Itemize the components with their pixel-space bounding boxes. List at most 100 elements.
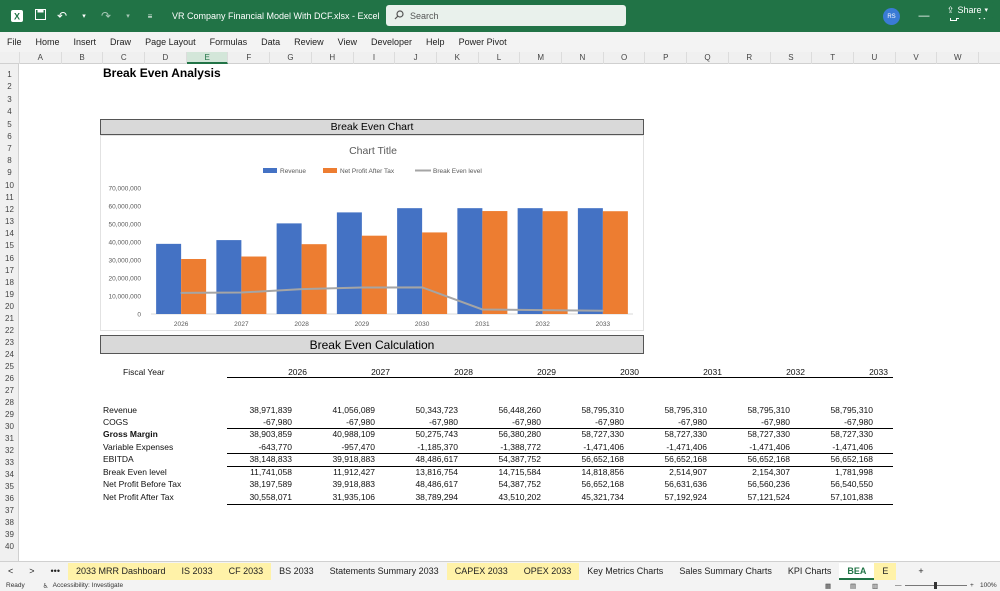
column-header-h[interactable]: H xyxy=(312,52,354,64)
row-header-28[interactable]: 28 xyxy=(5,398,14,407)
column-header-m[interactable]: M xyxy=(520,52,563,64)
ribbon-tab-file[interactable]: File xyxy=(7,37,22,47)
column-header-w[interactable]: W xyxy=(937,52,980,64)
zoom-level[interactable]: 100% xyxy=(980,582,997,589)
row-header-33[interactable]: 33 xyxy=(5,458,14,467)
redo-dropdown-icon[interactable]: ▾ xyxy=(126,13,130,20)
ribbon-tab-formulas[interactable]: Formulas xyxy=(209,37,248,47)
column-header-l[interactable]: L xyxy=(479,52,521,64)
sheet-tab-opex-2033[interactable]: OPEX 2033 xyxy=(515,562,580,580)
sheet-tab-2033-mrr-dashboard[interactable]: 2033 MRR Dashboard xyxy=(67,562,174,580)
sheet-tab-bs-2033[interactable]: BS 2033 xyxy=(279,565,314,576)
row-header-25[interactable]: 25 xyxy=(5,362,14,371)
column-header-n[interactable]: N xyxy=(562,52,604,64)
row-header-1[interactable]: 1 xyxy=(7,70,12,79)
column-header-r[interactable]: R xyxy=(729,52,771,64)
row-header-34[interactable]: 34 xyxy=(5,470,14,479)
column-header-p[interactable]: P xyxy=(646,52,688,64)
sheet-tab-key-metrics-charts[interactable]: Key Metrics Charts xyxy=(587,565,664,576)
ribbon-tab-data[interactable]: Data xyxy=(261,37,281,47)
row-header-14[interactable]: 14 xyxy=(5,229,14,238)
row-header-2[interactable]: 2 xyxy=(7,82,12,91)
ribbon-tab-insert[interactable]: Insert xyxy=(73,37,97,47)
column-header-t[interactable]: T xyxy=(812,52,854,64)
row-header-6[interactable]: 6 xyxy=(7,132,12,141)
row-header-39[interactable]: 39 xyxy=(5,530,14,539)
row-header-29[interactable]: 29 xyxy=(5,410,14,419)
row-header-35[interactable]: 35 xyxy=(5,482,14,491)
ribbon-tab-home[interactable]: Home xyxy=(35,37,60,47)
tab-prev-button[interactable]: < xyxy=(8,565,14,576)
row-header-37[interactable]: 37 xyxy=(5,506,14,515)
sheet-tab-cf-2033[interactable]: CF 2033 xyxy=(220,562,272,580)
row-header-3[interactable]: 3 xyxy=(7,95,12,104)
column-header-j[interactable]: J xyxy=(395,52,437,64)
sheet-tab-e[interactable]: E xyxy=(874,562,897,580)
column-header-c[interactable]: C xyxy=(103,52,146,64)
row-header-17[interactable]: 17 xyxy=(5,266,14,275)
sheet-tab-statements-summary-2033[interactable]: Statements Summary 2033 xyxy=(329,565,439,576)
sheet-tab-is-2033[interactable]: IS 2033 xyxy=(173,562,221,580)
row-header-38[interactable]: 38 xyxy=(5,518,14,527)
zoom-in-icon[interactable]: + xyxy=(970,582,974,589)
customize-toolbar-icon[interactable]: ≡ xyxy=(147,11,153,21)
row-header-11[interactable]: 11 xyxy=(5,193,14,202)
share-button[interactable]: ⇪ Share ▾ xyxy=(940,2,994,18)
row-header-32[interactable]: 32 xyxy=(5,446,14,455)
column-header-i[interactable]: I xyxy=(354,52,396,64)
row-header-26[interactable]: 26 xyxy=(5,374,14,383)
redo-icon[interactable]: ↷ xyxy=(100,9,112,23)
row-header-21[interactable]: 21 xyxy=(5,314,14,323)
undo-dropdown-icon[interactable]: ▾ xyxy=(82,13,86,20)
ribbon-tab-developer[interactable]: Developer xyxy=(371,37,413,47)
row-header-36[interactable]: 36 xyxy=(5,494,14,503)
page-layout-view-icon[interactable]: ▤ xyxy=(850,582,857,590)
row-header-4[interactable]: 4 xyxy=(7,107,12,116)
row-header-40[interactable]: 40 xyxy=(5,542,14,551)
zoom-out-icon[interactable]: — xyxy=(895,582,902,589)
add-sheet-button[interactable]: + xyxy=(918,565,924,576)
column-header-k[interactable]: K xyxy=(437,52,479,64)
sheet-tab-sales-summary-charts[interactable]: Sales Summary Charts xyxy=(679,565,772,576)
column-header-q[interactable]: Q xyxy=(687,52,729,64)
ribbon-tab-draw[interactable]: Draw xyxy=(110,37,132,47)
column-header-o[interactable]: O xyxy=(604,52,646,64)
row-header-12[interactable]: 12 xyxy=(5,205,14,214)
normal-view-icon[interactable]: ▦ xyxy=(825,582,832,590)
column-header-s[interactable]: S xyxy=(771,52,813,64)
row-header-16[interactable]: 16 xyxy=(5,254,14,263)
column-header-b[interactable]: B xyxy=(62,52,104,64)
column-header-f[interactable]: F xyxy=(229,52,271,64)
column-header-d[interactable]: D xyxy=(145,52,187,64)
row-header-19[interactable]: 19 xyxy=(5,290,14,299)
tab-more-button[interactable]: ••• xyxy=(50,565,60,576)
column-header-e[interactable]: E xyxy=(186,52,229,64)
minimize-icon[interactable]: — xyxy=(918,10,930,22)
sheet-tab-bea[interactable]: BEA xyxy=(839,562,875,580)
zoom-slider-thumb[interactable] xyxy=(934,582,937,589)
break-even-chart[interactable]: Chart Title 0 10,000,000 20,000,000 30,000,0… xyxy=(100,135,644,331)
avatar[interactable]: RS xyxy=(883,8,900,25)
save-icon[interactable] xyxy=(32,9,48,23)
select-all-corner[interactable] xyxy=(0,52,20,64)
row-header-10[interactable]: 10 xyxy=(5,181,14,190)
row-header-7[interactable]: 7 xyxy=(7,144,12,153)
undo-icon[interactable]: ↶ xyxy=(56,9,68,23)
column-header-g[interactable]: G xyxy=(270,52,312,64)
row-header-31[interactable]: 31 xyxy=(5,434,14,443)
tab-next-button[interactable]: > xyxy=(29,565,35,576)
row-header-20[interactable]: 20 xyxy=(5,302,14,311)
column-header-u[interactable]: U xyxy=(854,52,896,64)
sheet-tab-kpi-charts[interactable]: KPI Charts xyxy=(787,565,832,576)
ribbon-tab-review[interactable]: Review xyxy=(294,37,324,47)
search-box[interactable]: Search xyxy=(386,5,626,26)
accessibility-status[interactable]: Accessibility: Investigate xyxy=(52,582,124,589)
sheet-tab-capex-2033[interactable]: CAPEX 2033 xyxy=(446,562,516,580)
row-header-23[interactable]: 23 xyxy=(5,338,14,347)
page-break-view-icon[interactable]: ▥ xyxy=(872,582,879,590)
ribbon-tab-page-layout[interactable]: Page Layout xyxy=(145,37,196,47)
ribbon-tab-view[interactable]: View xyxy=(337,37,358,47)
row-header-24[interactable]: 24 xyxy=(5,350,14,359)
row-header-15[interactable]: 15 xyxy=(5,241,14,250)
column-header-a[interactable]: A xyxy=(20,52,62,64)
